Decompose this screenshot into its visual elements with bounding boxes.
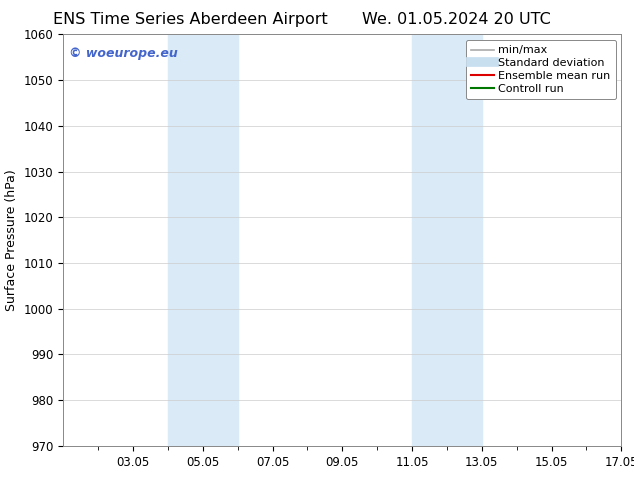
Bar bbox=[412, 34, 482, 446]
Y-axis label: Surface Pressure (hPa): Surface Pressure (hPa) bbox=[5, 169, 18, 311]
Text: © woeurope.eu: © woeurope.eu bbox=[69, 47, 178, 60]
Legend: min/max, Standard deviation, Ensemble mean run, Controll run: min/max, Standard deviation, Ensemble me… bbox=[466, 40, 616, 99]
Bar bbox=[168, 34, 238, 446]
Text: We. 01.05.2024 20 UTC: We. 01.05.2024 20 UTC bbox=[362, 12, 551, 27]
Text: ENS Time Series Aberdeen Airport: ENS Time Series Aberdeen Airport bbox=[53, 12, 328, 27]
